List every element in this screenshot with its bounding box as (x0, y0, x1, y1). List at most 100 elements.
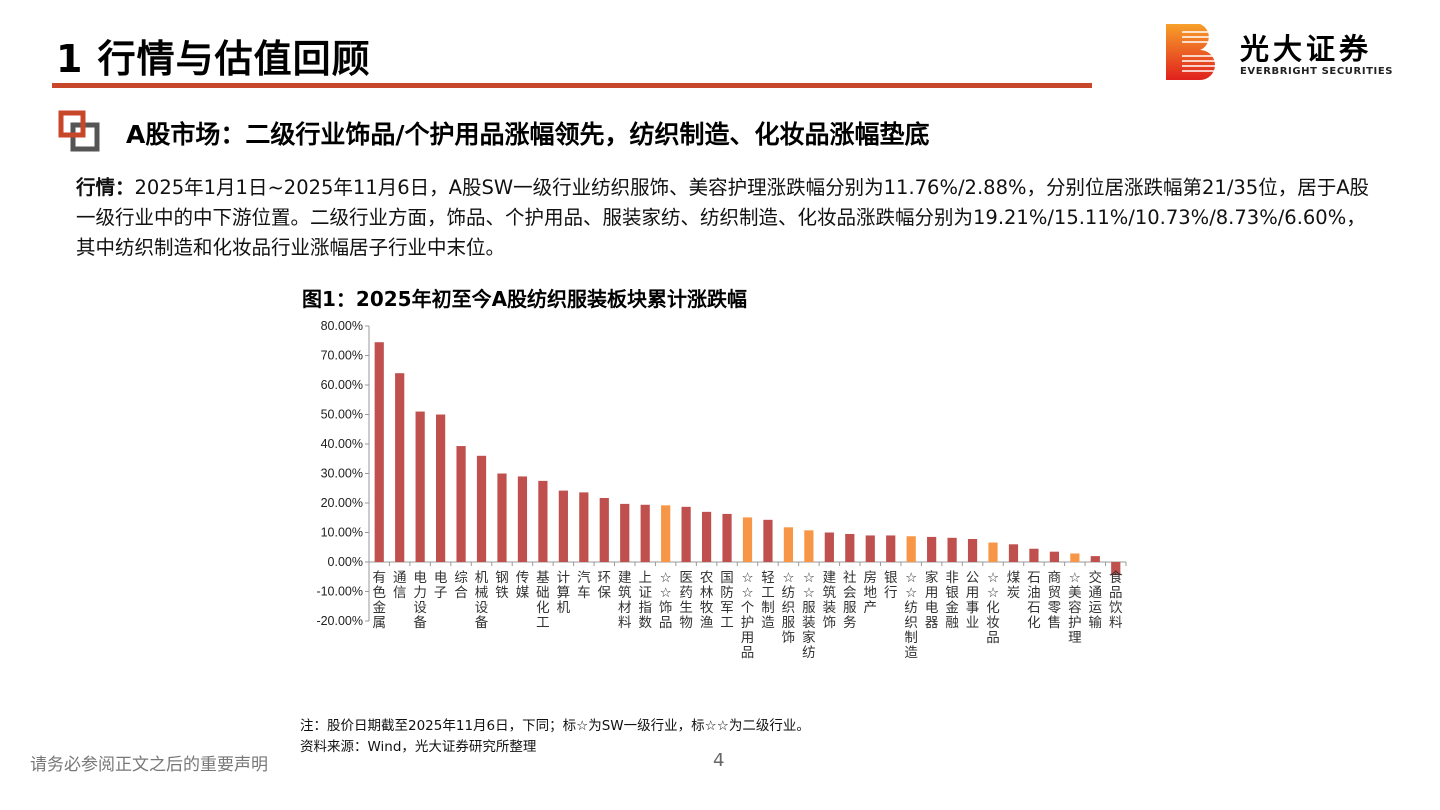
x-tick-label: 轻工制造 (761, 570, 775, 631)
y-tick-label: 20.00% (321, 496, 363, 510)
bar (517, 476, 528, 562)
logo-b-icon (1166, 24, 1218, 80)
x-tick-label: 传媒 (516, 570, 530, 601)
section-squares-icon (58, 110, 100, 152)
bar (763, 519, 773, 562)
bar (722, 513, 732, 562)
bar (1008, 544, 1019, 562)
bar (1111, 562, 1121, 576)
everbright-logo: 光大证券 EVERBRIGHT SECURITIES (1166, 22, 1406, 82)
bar (906, 536, 916, 562)
bar (579, 492, 589, 562)
bar (1070, 553, 1080, 562)
x-tick-label: ☆ ☆个护用品 (741, 570, 755, 661)
x-tick-label: ☆美容护理 (1068, 570, 1082, 646)
x-tick-label: 机械设备 (475, 570, 489, 631)
logo-text-en: EVERBRIGHT SECURITIES (1240, 66, 1394, 77)
bar (886, 535, 896, 562)
y-tick-label: -20.00% (316, 614, 363, 628)
bar (804, 530, 814, 562)
x-tick-label: 电力设备 (413, 570, 427, 631)
y-tick-label: 80.00% (321, 319, 363, 333)
x-tick-label: 商贸零售 (1048, 570, 1062, 631)
y-tick-label: 30.00% (321, 467, 363, 481)
title-divider (52, 83, 1092, 88)
bar (927, 536, 937, 562)
page-title: 1 行情与估值回顾 (56, 37, 371, 81)
x-tick-label: ☆ ☆饰品 (659, 570, 673, 631)
disclaimer: 请务必参阅正文之后的重要声明 (30, 755, 268, 775)
bar (436, 414, 446, 562)
summary-lead: 行情： (76, 176, 135, 199)
x-tick-label: 食品饮料 (1109, 569, 1123, 631)
bar (947, 537, 957, 562)
bar (1049, 551, 1059, 562)
x-tick-label: 社会服务 (843, 570, 857, 631)
x-tick-label: 通信 (393, 570, 407, 601)
x-tick-label: 石油石化 (1027, 570, 1041, 631)
x-tick-label: 交通运输 (1089, 569, 1103, 631)
x-tick-label: 有色金属 (372, 570, 386, 631)
bar (742, 517, 753, 562)
bar (1090, 556, 1100, 562)
bar (476, 455, 487, 562)
x-tick-label: ☆ ☆服装家纺 (802, 570, 816, 661)
x-tick-label: 基础化工 (536, 569, 550, 631)
x-tick-label: 建筑材料 (618, 570, 632, 631)
bar (415, 411, 425, 562)
bar (681, 506, 691, 562)
section-subtitle: A股市场：二级行业饰品/个护用品涨幅领先，纺织制造、化妆品涨幅垫底 (126, 120, 930, 149)
y-tick-label: -10.00% (316, 585, 363, 599)
x-tick-label: 环保 (598, 570, 612, 601)
bar (1029, 548, 1039, 562)
x-tick-label: ☆ ☆纺织制造 (904, 570, 918, 661)
y-tick-label: 60.00% (321, 378, 363, 392)
bar (599, 497, 609, 562)
figure-source: 资料来源：Wind，光大证券研究所整理 (300, 739, 537, 755)
x-tick-label: 电子 (434, 570, 448, 601)
bar (865, 535, 875, 562)
y-tick-label: 10.00% (321, 526, 363, 540)
x-tick-label: 房地产 (864, 570, 878, 616)
x-tick-label: 农林牧渔 (700, 570, 714, 631)
x-tick-label: 计算机 (557, 570, 571, 616)
x-tick-label: ☆纺织服饰 (782, 570, 796, 646)
x-tick-label: 汽车 (577, 570, 591, 601)
bar (558, 490, 568, 562)
x-tick-label: 医药生物 (679, 570, 693, 631)
summary-text: 2025年1月1日~2025年11月6日，A股SW一级行业纺织服饰、美容护理涨跌… (76, 176, 1370, 259)
x-tick-label: 银行 (884, 570, 898, 601)
bar (845, 533, 855, 562)
x-tick-label: 非银金融 (945, 570, 959, 631)
market-summary: 行情：2025年1月1日~2025年11月6日，A股SW一级行业纺织服饰、美容护… (76, 173, 1376, 263)
bar (395, 373, 405, 562)
y-tick-label: 40.00% (321, 437, 363, 451)
x-tick-label: ☆ ☆化妆品 (986, 570, 1000, 646)
bar (824, 532, 834, 562)
x-tick-label: 公用事业 (966, 570, 980, 631)
bar (988, 542, 998, 562)
bar (967, 538, 978, 562)
bar (456, 446, 466, 562)
logo-text-cn: 光大证券 (1240, 32, 1373, 66)
x-tick-label: 上证指数 (638, 570, 652, 631)
bar (640, 504, 650, 562)
bar (538, 480, 548, 562)
x-tick-label: 钢铁 (495, 570, 509, 601)
figure-note: 注：股价日期截至2025年11月6日，下同；标☆为SW一级行业，标☆☆为二级行业… (300, 718, 810, 734)
bar (620, 503, 630, 562)
bar (374, 342, 384, 562)
bar-chart: -20.00% -10.00% 0.00% 10.00% 20.00% 30.00% 40.… (316, 319, 1127, 661)
x-tick-label: 综合 (454, 570, 468, 601)
y-tick-label: 70.00% (321, 349, 363, 363)
bar (661, 505, 671, 562)
x-tick-label: 建筑装饰 (823, 570, 837, 631)
x-tick-label: 国防军工 (720, 570, 734, 631)
bar (497, 473, 507, 562)
bar (701, 511, 712, 562)
x-tick-label: 煤炭 (1007, 570, 1021, 601)
y-tick-label: 50.00% (321, 408, 363, 422)
figure-title: 图1：2025年初至今A股纺织服装板块累计涨跌幅 (302, 287, 748, 311)
bar (783, 527, 794, 562)
